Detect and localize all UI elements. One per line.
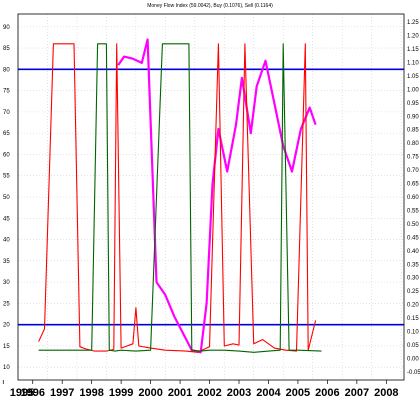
y-left-tick-label: 55 bbox=[3, 174, 10, 180]
y-left-tick-label: 50 bbox=[3, 195, 10, 201]
x-tick-label: 2002 bbox=[197, 387, 221, 399]
y-left-tick-label: 30 bbox=[3, 280, 10, 286]
y-left-tick-label: 70 bbox=[3, 110, 10, 116]
chart-title: Money Flow Index (59.0042), Buy (0.1076)… bbox=[147, 3, 273, 9]
y-right-tick-label: 0.15 bbox=[407, 316, 419, 322]
y-right-tick-label: 0.60 bbox=[407, 195, 419, 201]
y-left-tick-label: 35 bbox=[3, 259, 10, 265]
series-line bbox=[38, 43, 317, 353]
y-right-tick-label: 0.85 bbox=[407, 128, 419, 134]
y-left-tick-label: 40 bbox=[3, 238, 10, 244]
y-left-axis: 10 15 20 25 30 35 40 45 50 55 60 65 70 75 80 85 90 bbox=[3, 25, 10, 371]
x-tick-label: 2004 bbox=[256, 387, 281, 399]
y-right-tick-label: 0.05 bbox=[407, 343, 419, 349]
x-tick-label: 2001 bbox=[168, 387, 192, 399]
y-right-tick-label: 1.15 bbox=[407, 47, 419, 53]
series-line bbox=[38, 43, 322, 353]
y-right-tick-label: 0.70 bbox=[407, 168, 419, 174]
y-right-tick-label: 0.25 bbox=[407, 289, 419, 295]
y-left-tick-label: 90 bbox=[3, 25, 10, 31]
x-tick-label: 1995 bbox=[10, 387, 34, 399]
y-right-tick-label: 0.80 bbox=[407, 141, 419, 147]
reference-lines bbox=[18, 68, 404, 326]
y-left-tick-label: 60 bbox=[3, 152, 10, 158]
y-right-tick-label: 0.45 bbox=[407, 235, 419, 241]
y-left-tick-label: 20 bbox=[3, 323, 10, 329]
y-left-tick-label: 15 bbox=[3, 344, 10, 350]
y-left-tick-label: 80 bbox=[3, 67, 10, 73]
y-right-tick-label: 1.05 bbox=[407, 74, 419, 80]
y-right-axis: -0.05 0.00 0.05 0.10 0.15 0.20 0.25 0.30 0.35 0.4… bbox=[407, 20, 420, 376]
y-left-tick-label: 65 bbox=[3, 131, 10, 137]
x-tick-label: 2006 bbox=[315, 387, 339, 399]
y-left-tick-label: 45 bbox=[3, 216, 10, 222]
x-tick-label: 1999 bbox=[109, 387, 133, 399]
y-right-tick-label: 0.30 bbox=[407, 276, 419, 282]
y-right-tick-label: 1.25 bbox=[407, 20, 419, 26]
x-tick-label: 2007 bbox=[345, 387, 369, 399]
y-right-tick-label: 0.10 bbox=[407, 330, 419, 336]
y-left-tick-label: 25 bbox=[3, 301, 10, 307]
x-tick-label: 2003 bbox=[227, 387, 251, 399]
data-series bbox=[38, 38, 322, 354]
plot-frame bbox=[17, 13, 405, 381]
y-right-tick-label: 0.95 bbox=[407, 101, 419, 107]
y-left-tick-label: 10 bbox=[3, 365, 10, 371]
x-tick-label: 1997 bbox=[50, 387, 74, 399]
x-tick-label: 1998 bbox=[79, 387, 103, 399]
y-right-tick-label: 0.50 bbox=[407, 222, 419, 228]
x-tick-label: 2000 bbox=[138, 387, 162, 399]
y-right-tick-label: 1.00 bbox=[407, 87, 419, 93]
y-right-tick-label: 0.90 bbox=[407, 114, 419, 120]
x-tick-label: 2008 bbox=[374, 387, 398, 399]
x-tick-label: 2005 bbox=[286, 387, 310, 399]
y-right-tick-label: 0.20 bbox=[407, 303, 419, 309]
y-right-tick-label: 1.10 bbox=[407, 60, 419, 66]
x-tick-label: 1996 bbox=[20, 387, 44, 399]
y-right-tick-label: 0.75 bbox=[407, 155, 419, 161]
y-right-tick-label: 0.65 bbox=[407, 182, 419, 188]
y-right-tick-label: 0.00 bbox=[407, 356, 419, 362]
y-left-tick-label: 85 bbox=[3, 46, 10, 52]
y-right-tick-label: 0.55 bbox=[407, 208, 419, 214]
y-right-tick-label: -0.05 bbox=[407, 370, 420, 376]
y-right-tick-label: 0.40 bbox=[407, 249, 419, 255]
y-right-tick-label: 1.20 bbox=[407, 34, 419, 40]
y-left-tick-label: 75 bbox=[3, 89, 10, 95]
y-right-tick-label: 0.35 bbox=[407, 262, 419, 268]
